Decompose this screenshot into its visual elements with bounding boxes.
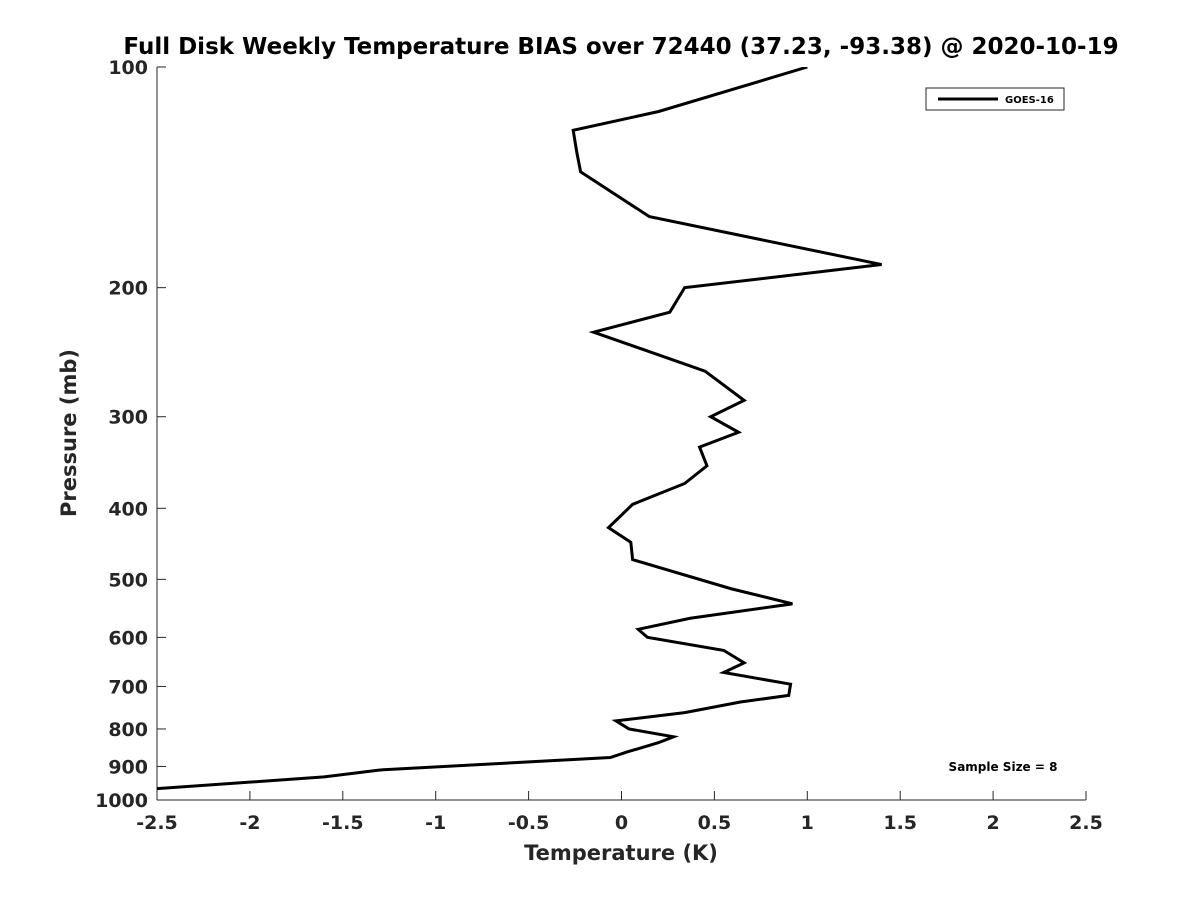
legend-entry-goes-16: GOES-16 [1005, 95, 1054, 106]
y-tick-label: 900 [108, 756, 148, 778]
y-tick-label: 200 [108, 278, 148, 300]
x-axis-label: Temperature (K) [524, 841, 718, 865]
y-ticks: 100 200 300 400 500 600 700 800 900 1000 [95, 57, 166, 812]
y-tick-label: 300 [108, 407, 148, 429]
x-tick-label: 2 [986, 812, 999, 834]
x-tick-label: 1.5 [883, 812, 917, 834]
x-tick-label: -1.5 [322, 812, 364, 834]
x-tick-label: 0 [615, 812, 628, 834]
y-tick-label: 100 [108, 57, 148, 79]
y-tick-label: 500 [108, 569, 148, 591]
y-tick-label: 600 [108, 627, 148, 649]
x-tick-label: -2 [239, 812, 260, 834]
x-ticks: -2.5 -2 -1.5 -1 -0.5 0 0.5 1 1.5 2 2.5 [136, 791, 1103, 834]
series-layer [157, 67, 882, 791]
chart-title: Full Disk Weekly Temperature BIAS over 7… [123, 34, 1118, 60]
x-tick-label: -0.5 [508, 812, 550, 834]
y-tick-label: 400 [108, 498, 148, 520]
x-tick-label: -1 [425, 812, 446, 834]
y-tick-label: 700 [108, 676, 148, 698]
y-tick-label: 1000 [95, 790, 148, 812]
x-tick-label: 1 [801, 812, 814, 834]
y-tick-label: 800 [108, 719, 148, 741]
x-tick-label: 0.5 [698, 812, 732, 834]
sample-size-annotation: Sample Size = 8 [949, 760, 1058, 774]
legend: GOES-16 [925, 87, 1065, 111]
series-line-goes-16 [157, 67, 882, 791]
axes [156, 67, 1086, 801]
x-tick-label: 2.5 [1069, 812, 1103, 834]
y-axis-label: Pressure (mb) [57, 349, 81, 517]
x-tick-label: -2.5 [136, 812, 178, 834]
